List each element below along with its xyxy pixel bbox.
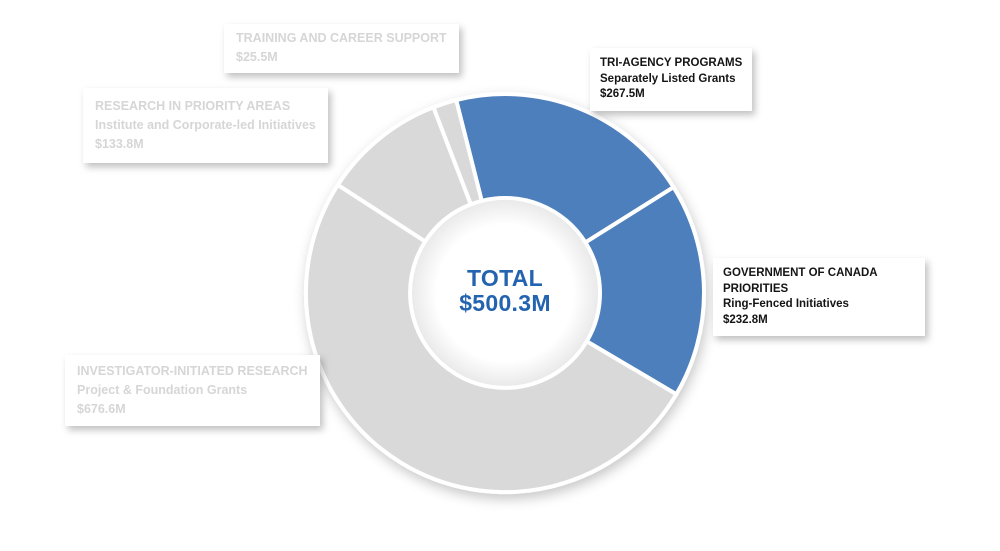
donut-slices — [303, 92, 706, 494]
donut-hole — [410, 198, 600, 388]
label-card-government-of-canada-priorities: GOVERNMENT OF CANADA PRIORITIES Ring-Fen… — [713, 258, 925, 336]
segment-title: GOVERNMENT OF CANADA PRIORITIES — [723, 267, 878, 295]
segment-title: INVESTIGATOR-INITIATED RESEARCH — [77, 364, 308, 378]
segment-subtitle: Separately Listed Grants — [600, 72, 736, 85]
donut-segment-1 — [583, 185, 706, 397]
segment-subtitle: Institute and Corporate-led Initiatives — [95, 118, 316, 132]
segment-value: $25.5M — [236, 50, 278, 64]
label-card-training-and-career-support: TRAINING AND CAREER SUPPORT $25.5M — [224, 24, 459, 73]
segment-value: $232.8M — [723, 313, 768, 326]
donut-segment-4 — [431, 98, 484, 207]
label-card-investigator-initiated-research: INVESTIGATOR-INITIATED RESEARCH Project … — [65, 355, 320, 426]
segment-title: RESEARCH IN PRIORITY AREAS — [95, 99, 291, 113]
segment-value: $267.5M — [600, 88, 645, 100]
segment-subtitle: Ring-Fenced Initiatives — [723, 298, 849, 310]
segment-title: TRAINING AND CAREER SUPPORT — [236, 31, 447, 45]
label-card-tri-agency-programs: TRI-AGENCY PROGRAMS Separately Listed Gr… — [590, 48, 753, 111]
segment-value: $676.6M — [77, 402, 126, 416]
segment-subtitle: Project & Foundation Grants — [77, 383, 248, 397]
donut-segment-0 — [454, 92, 676, 245]
label-card-research-in-priority-areas: RESEARCH IN PRIORITY AREAS Institute and… — [83, 88, 328, 163]
segment-value: $133.8M — [95, 137, 144, 151]
donut-segment-2 — [303, 182, 679, 494]
segment-title: TRI-AGENCY PROGRAMS — [600, 57, 743, 69]
